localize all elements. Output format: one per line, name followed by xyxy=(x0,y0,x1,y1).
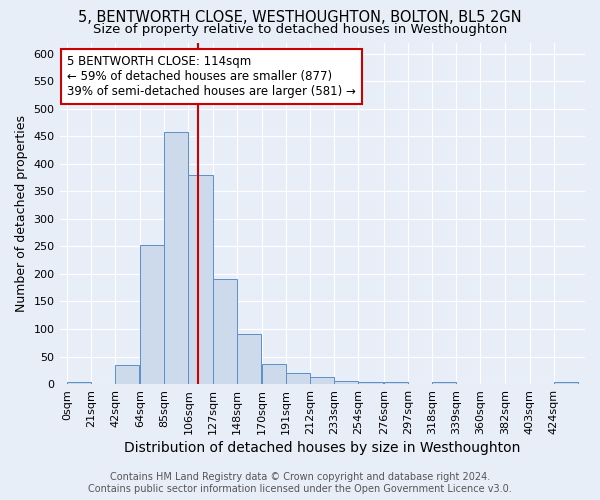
Bar xyxy=(164,132,188,384)
Bar xyxy=(358,382,383,384)
Bar xyxy=(554,382,578,384)
X-axis label: Distribution of detached houses by size in Westhoughton: Distribution of detached houses by size … xyxy=(124,441,520,455)
Bar xyxy=(67,382,91,384)
Bar xyxy=(237,334,261,384)
Text: 5, BENTWORTH CLOSE, WESTHOUGHTON, BOLTON, BL5 2GN: 5, BENTWORTH CLOSE, WESTHOUGHTON, BOLTON… xyxy=(78,10,522,25)
Bar xyxy=(286,373,310,384)
Bar xyxy=(262,364,286,384)
Bar xyxy=(334,382,358,384)
Bar xyxy=(212,279,237,384)
Text: Contains HM Land Registry data © Crown copyright and database right 2024.
Contai: Contains HM Land Registry data © Crown c… xyxy=(88,472,512,494)
Bar xyxy=(140,245,164,384)
Bar xyxy=(115,365,139,384)
Text: 5 BENTWORTH CLOSE: 114sqm
← 59% of detached houses are smaller (877)
39% of semi: 5 BENTWORTH CLOSE: 114sqm ← 59% of detac… xyxy=(67,54,356,98)
Bar xyxy=(310,377,334,384)
Text: Size of property relative to detached houses in Westhoughton: Size of property relative to detached ho… xyxy=(93,22,507,36)
Bar xyxy=(384,382,408,384)
Y-axis label: Number of detached properties: Number of detached properties xyxy=(15,115,28,312)
Bar xyxy=(432,382,456,384)
Bar xyxy=(188,174,212,384)
